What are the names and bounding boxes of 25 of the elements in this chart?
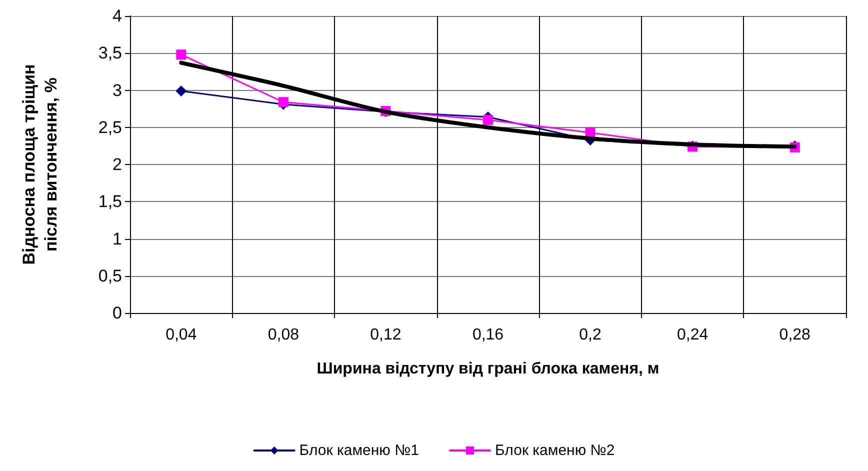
x-tick-label: 0,24: [677, 326, 708, 344]
y-tick-label: 4: [112, 6, 122, 26]
point: [585, 128, 596, 138]
y-tick-label: 3,5: [98, 44, 122, 63]
point: [176, 85, 187, 96]
point: [278, 97, 288, 108]
legend-label: Блок каменю №2: [495, 442, 615, 459]
y-tick-label: 1: [112, 229, 122, 248]
x-axis-title: Ширина відступу від грані блока каменя, м: [316, 360, 660, 378]
x-tick-label: 0,16: [472, 326, 504, 344]
y-tick-label: 2,5: [98, 118, 122, 137]
x-tick-label: 0,04: [166, 326, 197, 344]
y-tick-label: 2: [112, 155, 122, 174]
x-tick-label: 0,2: [579, 326, 602, 344]
y-tick-label: 1,5: [98, 192, 122, 212]
y-axis-title: Відносна площа тріщин після витончення, %: [20, 64, 60, 265]
x-tick-label: 0,08: [268, 326, 300, 344]
y-tick-label: 3: [112, 80, 122, 100]
y-tick-label: 0,5: [98, 266, 122, 286]
y-tick-label: 0: [112, 304, 122, 322]
point: [176, 50, 186, 60]
x-tick-label: 0,28: [779, 326, 811, 344]
x-tick-label: 0,12: [370, 326, 402, 344]
point: [483, 114, 493, 125]
legend-label: Блок каменю №1: [299, 442, 420, 459]
